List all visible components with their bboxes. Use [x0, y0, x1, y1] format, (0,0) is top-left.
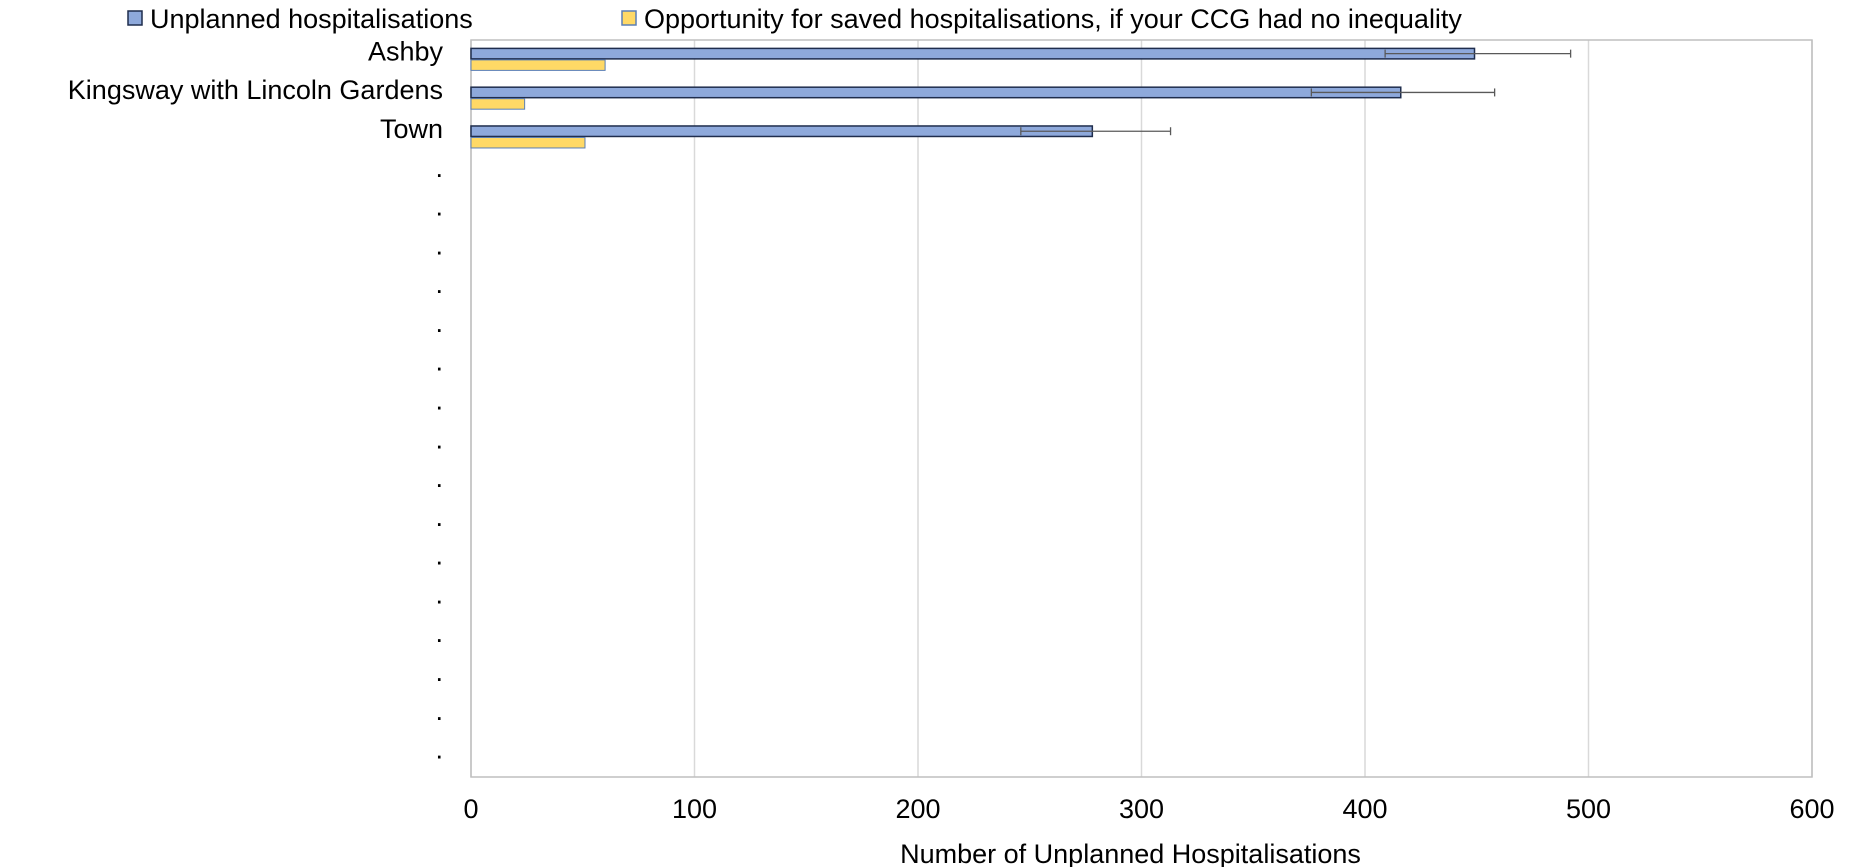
x-tick-label: 400 — [1342, 794, 1387, 824]
category-label: . — [435, 502, 443, 532]
legend: Unplanned hospitalisations Opportunity f… — [127, 4, 1462, 34]
category-label: . — [435, 541, 443, 571]
category-label: . — [435, 696, 443, 726]
category-label: . — [435, 386, 443, 416]
category-label: . — [435, 657, 443, 687]
legend-swatch-unplanned — [127, 10, 143, 26]
bar-opportunity — [470, 59, 606, 71]
x-tick-label: 600 — [1789, 794, 1834, 824]
category-label: Town — [380, 114, 443, 144]
bar-opportunity — [470, 136, 586, 149]
legend-swatch-opportunity — [621, 10, 637, 26]
plot-area — [470, 39, 1813, 778]
x-tick-label: 0 — [463, 794, 478, 824]
x-tick-label: 500 — [1566, 794, 1611, 824]
x-axis-title: Number of Unplanned Hospitalisations — [900, 839, 1361, 867]
category-label: Ashby — [368, 36, 444, 66]
gridlines — [470, 40, 1813, 777]
category-label: . — [435, 230, 443, 260]
category-label: . — [435, 308, 443, 338]
bar-unplanned — [470, 86, 1402, 99]
error-bars — [1020, 49, 1572, 136]
category-label: Kingsway with Lincoln Gardens — [68, 75, 443, 105]
category-label: . — [435, 618, 443, 648]
x-tick-label: 200 — [895, 794, 940, 824]
category-labels: Ashby Kingsway with Lincoln Gardens Town..… — [68, 36, 444, 764]
category-label: . — [435, 463, 443, 493]
x-tick-labels: 0 100 200 300 400 500 600 — [463, 794, 1834, 824]
x-tick-label: 100 — [672, 794, 717, 824]
legend-label-unplanned: Unplanned hospitalisations — [150, 4, 473, 34]
bar-unplanned — [470, 125, 1094, 138]
category-label: . — [435, 153, 443, 183]
category-label: . — [435, 192, 443, 222]
bar-unplanned — [470, 47, 1476, 60]
category-label: . — [435, 347, 443, 377]
category-label: . — [435, 735, 443, 765]
bar-opportunity — [470, 98, 526, 110]
legend-label-opportunity: Opportunity for saved hospitalisations, … — [644, 4, 1462, 34]
bars — [470, 47, 1476, 149]
category-label: . — [435, 424, 443, 454]
category-label: . — [435, 269, 443, 299]
x-tick-label: 300 — [1119, 794, 1164, 824]
category-label: . — [435, 579, 443, 609]
